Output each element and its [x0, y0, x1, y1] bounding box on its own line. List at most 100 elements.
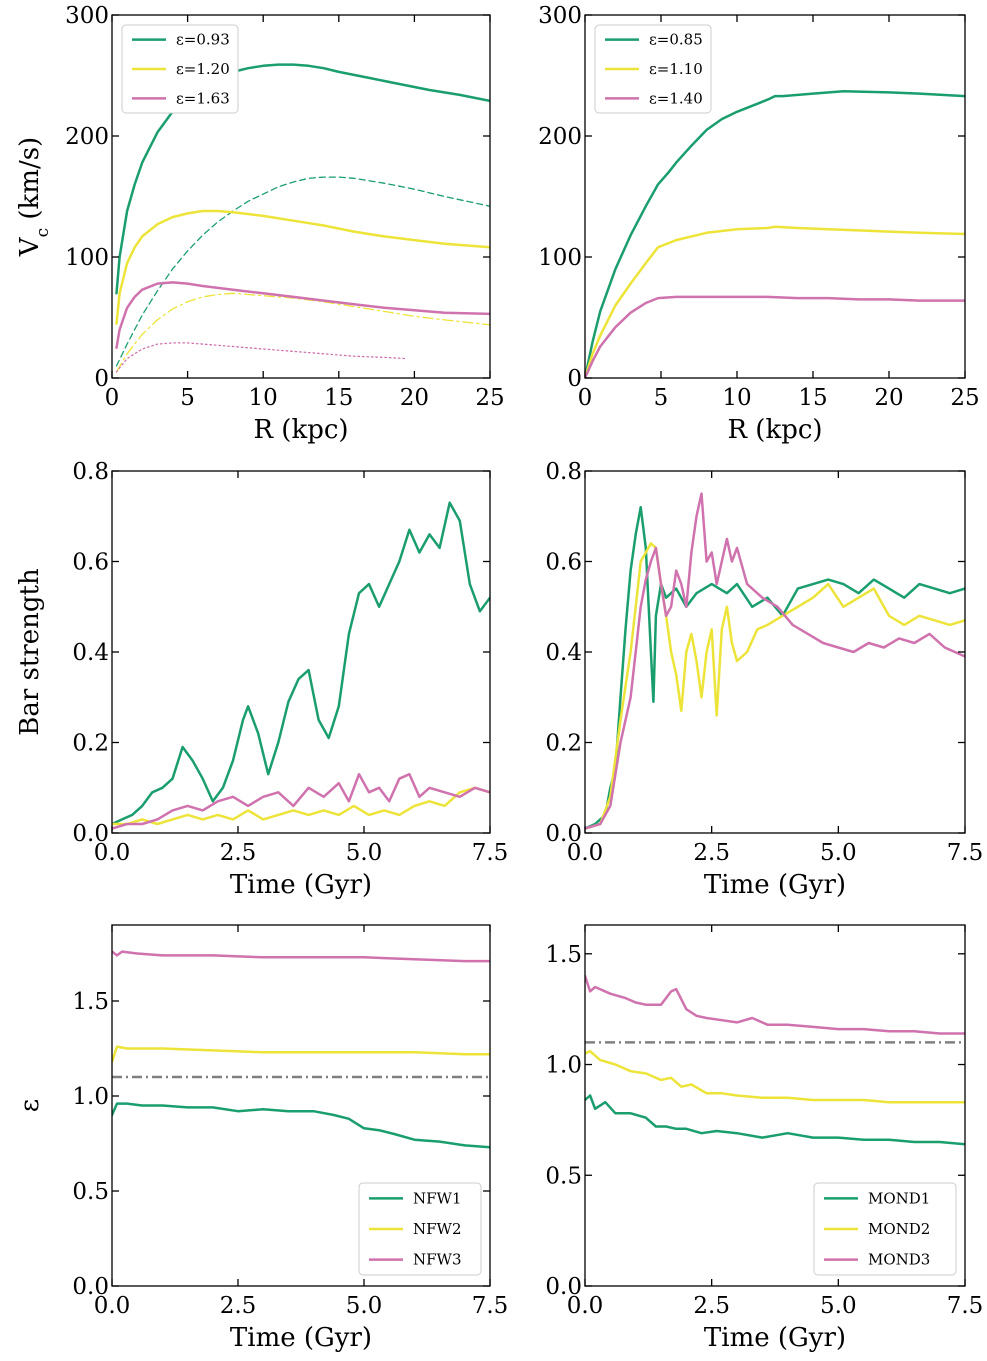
x-tick-label: 20 — [400, 385, 429, 411]
x-axis-label: R (kpc) — [727, 415, 822, 445]
legend-label: NFW1 — [413, 1189, 462, 1207]
y-tick-label: 100 — [538, 245, 582, 271]
series-line-1.10 — [585, 225, 965, 378]
y-tick-label: 0.0 — [545, 821, 582, 847]
plot-frame — [111, 14, 491, 379]
series-line-1.63 — [115, 281, 490, 350]
y-tick-label: 300 — [538, 3, 582, 29]
legend-label: ε=1.40 — [649, 89, 703, 107]
legend-label: NFW3 — [413, 1251, 462, 1269]
y-tick-label: 0 — [567, 366, 582, 392]
legend: ε=0.93 ε=1.20 ε=1.63 — [121, 24, 239, 114]
x-tick-label: 5.0 — [346, 1293, 383, 1319]
x-tick-label: 5 — [654, 385, 669, 411]
legend-label: ε=1.20 — [176, 60, 230, 78]
x-tick-label: 0.0 — [94, 1293, 131, 1319]
x-tick-label: 0.0 — [94, 840, 131, 866]
y-tick-label: 1.5 — [72, 989, 109, 1015]
y-tick-label: 100 — [65, 245, 109, 271]
series-line-MOND1 — [585, 1094, 965, 1146]
series-line-model-6 — [115, 342, 408, 373]
chart-bar_nfw: 0.0 2.5 5.0 7.5 0.0 0.2 0.4 0.6 0.8 Time (Gyr) Bar… — [15, 459, 508, 900]
x-tick-label: 5.0 — [820, 1293, 857, 1319]
x-tick-label: 10 — [249, 385, 278, 411]
y-tick-label: 1.0 — [545, 1053, 582, 1079]
series-line-MOND3 — [585, 492, 965, 830]
x-tick-label: 2.5 — [693, 840, 730, 866]
legend-box — [813, 1182, 957, 1276]
x-tick-label: 2.5 — [220, 1293, 257, 1319]
x-axis-label: Time (Gyr) — [704, 1323, 846, 1353]
legend-label: MOND3 — [868, 1251, 930, 1269]
chart-bar_mond: 0.0 2.5 5.0 7.5 0.0 0.2 0.4 0.6 0.8 Time (Gyr) — [545, 459, 983, 900]
x-tick-label: 7.5 — [472, 840, 509, 866]
legend-box — [358, 1182, 482, 1276]
x-tick-label: 5 — [180, 385, 195, 411]
x-tick-label: 0 — [105, 385, 120, 411]
series-line-NFW1 — [112, 501, 490, 826]
series-group — [585, 492, 965, 830]
y-tick-label: 1.0 — [72, 1084, 109, 1110]
y-axis-label-rest: (km/s) — [15, 137, 45, 228]
legend-label: NFW2 — [413, 1220, 462, 1238]
y-axis-label: Bar strength — [15, 568, 45, 736]
y-tick-label: 0.5 — [72, 1179, 109, 1205]
series-line-NFW1 — [112, 1102, 490, 1149]
x-tick-label: 0.0 — [567, 840, 604, 866]
y-tick-label: 0.5 — [545, 1163, 582, 1189]
plot-frame — [584, 470, 966, 834]
plot-frame — [584, 14, 966, 379]
x-tick-label: 2.5 — [693, 1293, 730, 1319]
x-axis-label: Time (Gyr) — [230, 870, 372, 900]
legend-label: ε=1.10 — [649, 60, 703, 78]
x-tick-label: 15 — [798, 385, 827, 411]
plot-frame — [584, 924, 966, 1287]
x-tick-label: 7.5 — [947, 840, 984, 866]
x-axis-label: R (kpc) — [253, 415, 348, 445]
series-line-model-4 — [115, 292, 490, 373]
y-tick-label: 0.8 — [72, 459, 109, 485]
y-tick-label: 0.2 — [72, 731, 109, 757]
series-line-0.85 — [585, 89, 965, 378]
y-tick-label: 1.5 — [545, 942, 582, 968]
series-group — [585, 974, 965, 1146]
legend: NFW1 NFW2 NFW3 — [358, 1182, 482, 1276]
y-tick-label: 200 — [538, 124, 582, 150]
series-line-MOND2 — [585, 1049, 965, 1104]
series-group — [115, 63, 490, 373]
x-tick-label: 7.5 — [472, 1293, 509, 1319]
y-tick-label: 0.4 — [72, 640, 109, 666]
y-axis-label: Vc (km/s) — [15, 137, 53, 257]
legend: ε=0.85 ε=1.10 ε=1.40 — [594, 24, 712, 114]
legend-box — [121, 24, 239, 114]
legend-label: MOND2 — [868, 1220, 930, 1238]
series-line-MOND1 — [585, 505, 965, 830]
legend-label: ε=1.63 — [176, 89, 230, 107]
series-group — [585, 89, 965, 378]
legend: MOND1 MOND2 MOND3 — [813, 1182, 957, 1276]
y-axis-label: ε — [15, 1099, 45, 1112]
series-line-MOND2 — [585, 542, 965, 830]
y-tick-label: 0 — [94, 366, 109, 392]
y-tick-label: 0.0 — [72, 821, 109, 847]
legend-label: MOND1 — [868, 1189, 930, 1207]
y-tick-label: 0.0 — [72, 1274, 109, 1300]
x-axis-label: Time (Gyr) — [230, 1323, 372, 1353]
y-tick-label: 0.6 — [72, 550, 109, 576]
y-tick-label: 0.4 — [545, 640, 582, 666]
y-tick-label: 0.6 — [545, 550, 582, 576]
x-tick-label: 15 — [324, 385, 353, 411]
series-line-NFW2 — [112, 786, 490, 826]
x-tick-label: 5.0 — [346, 840, 383, 866]
series-line-1.20 — [115, 209, 490, 325]
y-tick-label: 0.0 — [545, 1274, 582, 1300]
x-tick-label: 25 — [950, 385, 979, 411]
series-line-1.40 — [585, 295, 965, 378]
series-group — [112, 501, 490, 830]
y-tick-label: 200 — [65, 124, 109, 150]
series-line-NFW3 — [112, 950, 490, 963]
legend-label: ε=0.85 — [649, 31, 703, 49]
